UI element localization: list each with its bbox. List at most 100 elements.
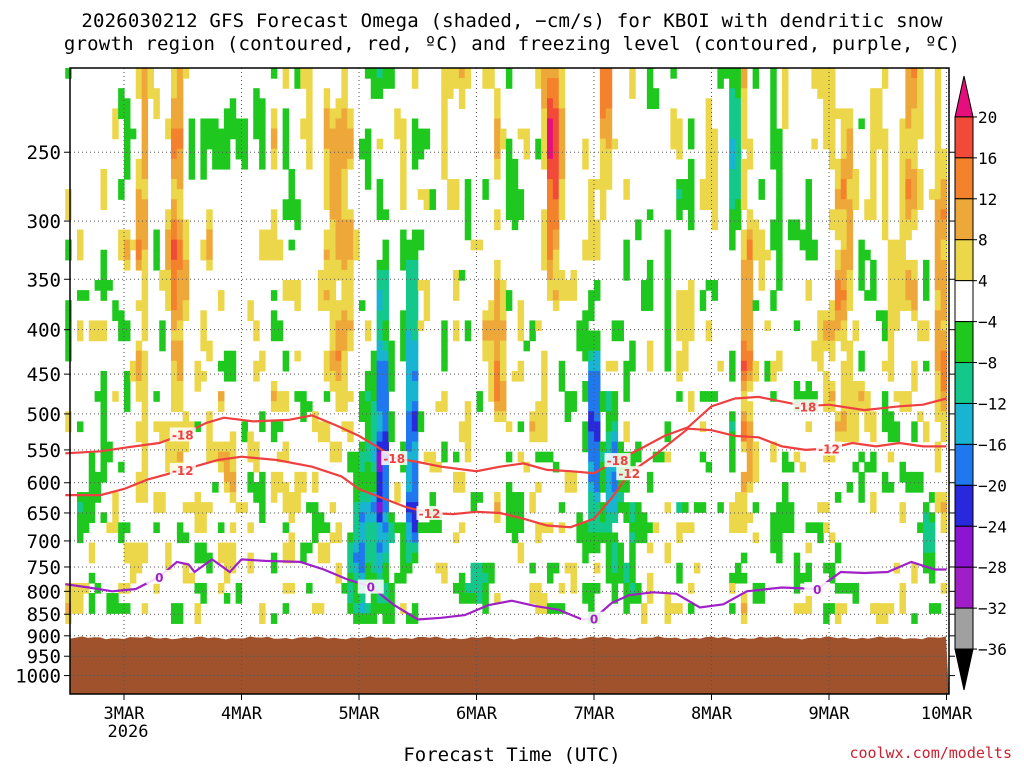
omega-cell: [740, 350, 748, 362]
omega-cell: [124, 552, 131, 564]
omega-cell: [876, 138, 883, 150]
omega-cell: [171, 189, 178, 200]
omega-cell: [247, 522, 254, 534]
omega-cell: [676, 189, 683, 200]
omega-cell: [529, 593, 536, 604]
omega-cell: [505, 290, 513, 301]
omega-cell: [623, 512, 630, 523]
omega-cell: [306, 128, 313, 140]
omega-cell: [823, 502, 830, 513]
terrain-fill: [70, 636, 949, 694]
omega-cell: [135, 562, 143, 574]
omega-cell: [241, 502, 248, 513]
omega-cell: [370, 512, 378, 523]
omega-cell: [476, 593, 483, 604]
omega-cell: [629, 572, 636, 584]
omega-cell: [793, 572, 801, 584]
omega-cell: [253, 320, 260, 332]
omega-cell: [200, 330, 207, 342]
omega-cell: [282, 78, 290, 89]
omega-cell: [658, 451, 666, 463]
omega-cell: [846, 148, 854, 160]
omega-cell: [805, 381, 812, 392]
omega-cell: [347, 451, 354, 463]
omega-cell: [364, 411, 372, 422]
omega-cell: [711, 148, 718, 160]
omega-cell: [805, 522, 812, 534]
omega-cell: [388, 68, 395, 79]
omega-cell: [411, 391, 419, 402]
omega-cell: [729, 451, 736, 463]
omega-cell: [505, 451, 513, 463]
omega-cell: [223, 562, 231, 574]
omega-cell: [347, 572, 354, 584]
omega-cell: [100, 199, 107, 210]
omega-cell: [740, 108, 748, 120]
omega-cell: [500, 391, 507, 402]
omega-cell: [335, 360, 342, 372]
omega-cell: [118, 532, 125, 544]
omega-cell: [253, 461, 260, 473]
omega-cell: [135, 68, 143, 79]
omega-cell: [623, 259, 630, 271]
omega-cell: [282, 552, 290, 564]
omega-cell: [159, 502, 166, 513]
omega-cell: [905, 128, 912, 140]
omega-cell: [740, 512, 748, 523]
omega-cell: [799, 603, 807, 614]
omega-cell: [300, 118, 307, 130]
omega-cell: [118, 582, 125, 594]
omega-cell: [746, 330, 754, 342]
omega-cell: [729, 572, 736, 584]
omega-cell: [206, 350, 213, 362]
omega-cell: [229, 522, 237, 534]
omega-cell: [829, 108, 836, 120]
omega-cell: [176, 370, 184, 382]
omega-cell: [594, 370, 601, 382]
omega-cell: [899, 128, 906, 140]
omega-cell: [911, 199, 918, 210]
omega-cell: [817, 78, 824, 89]
omega-cell: [441, 391, 448, 402]
omega-cell: [505, 492, 513, 503]
omega-cell: [605, 471, 613, 483]
omega-cell: [594, 219, 601, 231]
omega-cell: [218, 451, 225, 463]
contour-label-text: -12: [818, 443, 840, 457]
omega-cell: [729, 461, 736, 473]
omega-cell: [65, 68, 72, 79]
omega-cell: [917, 189, 924, 200]
omega-cell: [676, 199, 683, 210]
omega-cell: [535, 593, 542, 604]
omega-cell: [270, 471, 278, 483]
omega-cell: [740, 330, 748, 342]
omega-cell: [347, 108, 354, 120]
omega-cell: [441, 360, 448, 372]
omega-cell: [870, 148, 877, 160]
omega-cell: [688, 179, 695, 190]
omega-cell: [588, 179, 595, 190]
omega-cell: [729, 158, 736, 170]
omega-cell: [505, 78, 513, 89]
omega-cell: [840, 199, 848, 210]
omega-cell: [353, 603, 360, 614]
omega-cell: [529, 320, 536, 332]
contour-label-bg: [604, 453, 631, 468]
omega-cell: [141, 98, 149, 109]
omega-cell: [347, 542, 354, 554]
omega-cell: [934, 320, 942, 332]
omega-cell: [740, 280, 748, 291]
omega-cell: [588, 310, 595, 322]
omega-cell: [182, 249, 190, 261]
omega-cell: [682, 300, 689, 311]
omega-cell: [323, 229, 331, 241]
omega-shading: [65, 68, 948, 624]
omega-cell: [382, 441, 389, 453]
omega-cell: [488, 300, 495, 311]
omega-cell: [805, 280, 812, 291]
omega-cell: [893, 421, 901, 433]
omega-cell: [417, 189, 425, 200]
omega-cell: [940, 401, 948, 412]
omega-cell: [223, 461, 231, 473]
omega-cell: [811, 239, 818, 251]
